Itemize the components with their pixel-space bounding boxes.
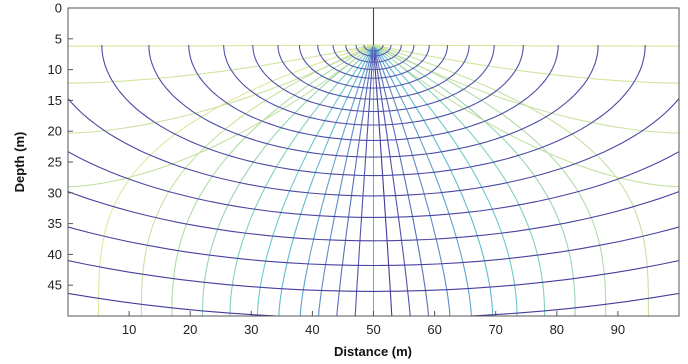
streamline-22 [68,44,374,47]
y-axis-label: Depth (m) [12,132,27,193]
y-tick-label-35: 35 [48,216,62,231]
y-tick-label-30: 30 [48,185,62,200]
x-tick-label-90: 90 [611,322,625,337]
equipotential-line-5 [298,45,449,89]
equipotential-line-11 [101,44,646,177]
x-tick-label-40: 40 [305,322,319,337]
streamline-23 [68,44,374,84]
x-axis: 10 20 30 40 50 60 70 80 90 [122,311,625,337]
equipotential-line-15 [68,226,679,267]
y-tick-label-15: 15 [48,93,62,108]
streamline-21 [373,44,649,316]
streamline-2 [171,44,374,316]
streamline-20 [373,44,607,316]
equipotential-line-2 [345,44,402,63]
y-tick-label-40: 40 [48,247,62,262]
streamline-27 [373,44,679,84]
x-tick-label-30: 30 [244,322,258,337]
streamline-25 [68,44,374,188]
y-tick-label-0: 0 [55,1,62,16]
equipotential-line-8 [223,44,524,126]
y-tick-label-10: 10 [48,62,62,77]
streamline-7 [299,44,375,316]
streamline-18 [373,44,546,316]
equipotential-line-14 [68,190,679,242]
streamline-13 [372,44,430,316]
x-tick-label-60: 60 [427,322,441,337]
y-axis: 0 5 10 15 20 25 30 35 40 45 [48,1,73,293]
streamline-26 [373,44,679,47]
streamline-4 [229,44,374,316]
streamline-6 [278,44,374,316]
streamline-9 [336,44,375,316]
streamline-8 [317,44,375,316]
y-tick-label-45: 45 [48,278,62,293]
streamline-3 [201,44,374,316]
streamline-29 [373,44,679,188]
equipotential-lines [68,44,679,316]
streamline-10 [354,44,375,316]
equipotential-line-1 [355,44,392,57]
equipotential-line-16 [68,259,679,292]
equipotential-line-9 [188,44,559,141]
streamline-16 [373,44,494,316]
streamline-0 [97,44,374,316]
equipotential-line-12 [68,97,679,197]
x-tick-label-10: 10 [122,322,136,337]
y-tick-label-5: 5 [55,31,62,46]
streamline-1 [140,44,374,316]
equipotential-line-4 [317,45,430,79]
streamline-11 [372,44,393,316]
x-tick-label-80: 80 [550,322,564,337]
streamline-24 [68,44,374,134]
x-tick-label-70: 70 [488,322,502,337]
equipotential-line-3 [332,45,415,71]
equipotential-line-6 [277,44,470,100]
streamline-17 [373,44,518,316]
equipotential-line-10 [148,44,599,158]
streamline-15 [373,44,472,316]
equipotential-line-13 [68,151,679,218]
equipotential-line-7 [252,44,495,113]
x-axis-label: Distance (m) [334,344,412,359]
streamline-28 [373,44,679,134]
x-tick-label-20: 20 [183,322,197,337]
streamline-19 [373,44,576,316]
plot-area [68,8,679,316]
streamline-5 [256,44,374,316]
streamline-14 [372,44,451,316]
streamline-12 [372,44,411,316]
equipotential-line-0 [363,45,384,52]
y-tick-label-25: 25 [48,155,62,170]
y-tick-label-20: 20 [48,124,62,139]
streamlines [68,8,679,316]
x-tick-label-50: 50 [366,322,380,337]
